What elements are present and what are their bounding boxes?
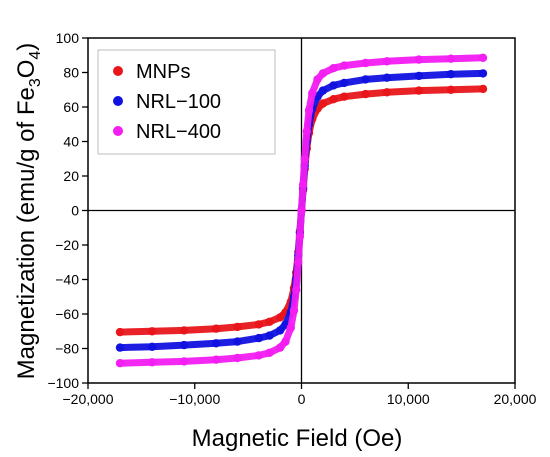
data-point bbox=[318, 69, 328, 78]
data-point bbox=[115, 359, 125, 368]
data-point bbox=[294, 258, 303, 267]
y-axis-ticks: −100 −80 −60 −40 −20 0 20 40 60 80 100 bbox=[47, 30, 88, 391]
data-point bbox=[179, 357, 189, 366]
data-point bbox=[211, 324, 221, 333]
legend-marker bbox=[113, 126, 123, 136]
data-point bbox=[318, 86, 328, 95]
data-point bbox=[275, 326, 285, 335]
legend: MNPs NRL−100 NRL−400 bbox=[97, 49, 276, 155]
data-point bbox=[297, 206, 306, 215]
data-point bbox=[289, 306, 299, 315]
data-point bbox=[414, 55, 424, 64]
data-point bbox=[302, 127, 311, 136]
data-point bbox=[233, 322, 242, 332]
data-point bbox=[300, 154, 309, 163]
y-axis-title-sub1: 3 bbox=[27, 78, 44, 87]
y-axis-title-suffix: ) bbox=[13, 43, 40, 51]
data-point bbox=[233, 337, 242, 346]
data-point bbox=[211, 339, 221, 348]
x-tick-label: 20,000 bbox=[494, 391, 537, 407]
x-tick-label: −10,000 bbox=[169, 391, 220, 407]
data-point bbox=[446, 54, 456, 63]
data-point bbox=[179, 340, 189, 350]
data-point bbox=[281, 337, 290, 346]
data-point bbox=[382, 88, 392, 97]
series-3 bbox=[115, 53, 488, 368]
y-axis-title: Magnetization (emu/g of Fe3O4) bbox=[13, 43, 44, 380]
y-axis-title-prefix: Magnetization (emu/g of Fe bbox=[13, 87, 40, 379]
data-point bbox=[414, 86, 424, 95]
data-point bbox=[179, 326, 189, 335]
data-point bbox=[275, 313, 285, 322]
y-tick-label: −60 bbox=[55, 306, 79, 322]
data-point bbox=[478, 84, 488, 94]
data-point bbox=[340, 78, 349, 88]
data-point bbox=[414, 71, 424, 81]
data-point bbox=[340, 92, 349, 101]
y-tick-label: 40 bbox=[63, 134, 79, 150]
y-tick-label: −80 bbox=[55, 341, 79, 357]
y-tick-label: 80 bbox=[63, 65, 79, 81]
data-point bbox=[361, 75, 370, 84]
data-point bbox=[115, 343, 125, 352]
legend-label: NRL−100 bbox=[136, 91, 221, 113]
y-tick-label: −40 bbox=[55, 272, 79, 288]
data-point bbox=[254, 351, 263, 360]
y-axis-title-mid: O bbox=[13, 60, 40, 79]
x-tick-label: −20,000 bbox=[63, 391, 114, 407]
data-point bbox=[275, 343, 285, 352]
data-point bbox=[254, 333, 263, 343]
y-axis-title-sub2: 4 bbox=[27, 51, 44, 60]
data-point bbox=[147, 327, 157, 336]
data-point bbox=[308, 89, 317, 98]
legend-label: NRL−400 bbox=[136, 121, 221, 143]
x-tick-label: 10,000 bbox=[387, 391, 430, 407]
data-point bbox=[329, 81, 338, 90]
data-point bbox=[115, 327, 125, 337]
data-point bbox=[318, 99, 328, 108]
y-tick-label: 60 bbox=[63, 99, 79, 115]
data-point bbox=[382, 57, 392, 66]
y-tick-label: −100 bbox=[47, 375, 79, 391]
y-tick-label: 0 bbox=[71, 203, 79, 219]
data-point bbox=[329, 63, 338, 73]
data-point bbox=[265, 348, 274, 357]
x-axis-title: Magnetic Field (Oe) bbox=[192, 425, 403, 452]
data-point bbox=[361, 89, 370, 99]
legend-marker bbox=[113, 96, 123, 106]
data-point bbox=[446, 85, 456, 95]
data-point bbox=[304, 106, 314, 115]
data-point bbox=[478, 53, 488, 62]
data-point bbox=[446, 70, 456, 79]
data-point bbox=[478, 69, 488, 78]
data-point bbox=[298, 180, 308, 189]
x-tick-label: 0 bbox=[298, 391, 306, 407]
data-point bbox=[265, 331, 274, 340]
data-point bbox=[292, 285, 301, 295]
data-point bbox=[361, 58, 370, 68]
data-point bbox=[382, 73, 392, 82]
data-point bbox=[147, 342, 157, 351]
legend-marker bbox=[113, 66, 123, 76]
y-tick-label: −20 bbox=[55, 237, 79, 253]
data-point bbox=[265, 317, 274, 326]
data-point bbox=[286, 323, 295, 332]
series-layer bbox=[115, 53, 488, 368]
data-point bbox=[211, 355, 221, 364]
x-axis-ticks: −20,000 −10,000 0 10,000 20,000 bbox=[63, 383, 537, 407]
data-point bbox=[254, 320, 263, 329]
data-point bbox=[313, 75, 322, 84]
y-tick-label: 20 bbox=[63, 168, 79, 184]
y-tick-label: 100 bbox=[56, 30, 80, 46]
legend-label: MNPs bbox=[136, 61, 190, 83]
data-point bbox=[147, 358, 157, 367]
data-point bbox=[233, 353, 242, 363]
data-point bbox=[295, 232, 305, 241]
data-point bbox=[340, 61, 349, 70]
data-point bbox=[329, 95, 338, 104]
legend-box bbox=[97, 49, 276, 155]
